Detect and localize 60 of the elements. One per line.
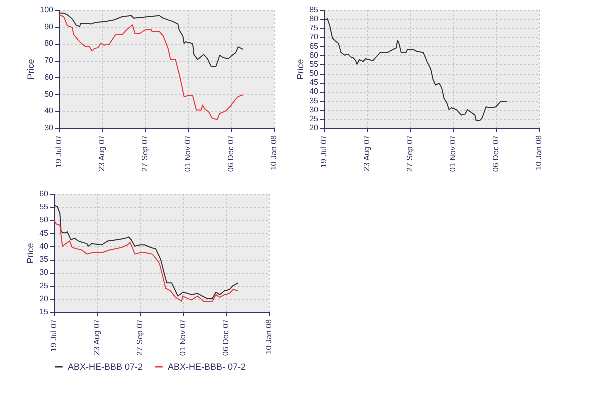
y-tick-label: 40 [40, 242, 50, 251]
y-tick-label: 80 [44, 39, 54, 48]
x-tick-label: 06 Dec 07 [222, 318, 230, 356]
x-tick-label: 10 Jan 08 [534, 134, 544, 171]
y-tick-label: 50 [310, 69, 320, 78]
y-tick-label: 100 [40, 6, 54, 14]
line-series [324, 18, 508, 122]
x-tick-label: 10 Jan 08 [264, 318, 274, 355]
x-tick-label: 06 Dec 07 [492, 134, 500, 172]
y-tick-label: 45 [40, 228, 50, 238]
line-series [59, 14, 244, 120]
x-tick-label: 27 Sep 07 [406, 134, 414, 172]
y-axis-title: Price [26, 59, 36, 80]
y-axis-title: Price [26, 243, 36, 264]
y-tick-label: 55 [310, 60, 320, 69]
y-tick-label: 25 [310, 114, 320, 124]
y-tick-label: 25 [40, 281, 50, 290]
y-tick-label: 60 [44, 72, 54, 82]
y-tick-label: 40 [44, 106, 54, 116]
x-tick-label: 23 Aug 07 [98, 134, 106, 172]
y-tick-label: 45 [310, 78, 320, 88]
y-tick-label: 30 [44, 124, 54, 132]
x-tick-label: 10 Jan 08 [270, 134, 278, 171]
y-tick-label: 85 [310, 6, 320, 14]
y-tick-label: 30 [40, 268, 50, 278]
y-tick-label: 50 [40, 216, 50, 225]
line-series [59, 12, 244, 67]
y-tick-label: 60 [310, 50, 320, 60]
y-tick-label: 50 [44, 90, 54, 99]
x-tick-label: 23 Aug 07 [92, 318, 102, 356]
x-tick-label: 27 Sep 07 [140, 134, 150, 172]
y-tick-label: 65 [310, 42, 320, 51]
legend-label: ABX-HE-BBB 07-2 [68, 362, 144, 372]
y-tick-label: 80 [310, 14, 320, 24]
y-tick-label: 40 [310, 87, 320, 96]
legend-label: ABX-HE-BBB- 07-2 [168, 362, 246, 372]
line-series [54, 204, 239, 300]
y-tick-label: 20 [310, 124, 320, 132]
y-tick-label: 15 [40, 308, 50, 316]
x-tick-label: 06 Dec 07 [226, 134, 236, 172]
y-tick-label: 75 [310, 24, 320, 33]
y-tick-label: 35 [310, 96, 320, 106]
y-tick-label: 20 [40, 294, 50, 304]
y-tick-label: 90 [44, 22, 54, 32]
x-tick-label: 19 Jul 07 [50, 318, 58, 352]
y-tick-label: 70 [310, 32, 320, 42]
x-tick-label: 23 Aug 07 [362, 134, 372, 172]
y-tick-label: 30 [310, 105, 320, 114]
y-axis-title: Price [296, 59, 306, 80]
x-tick-label: 19 Jul 07 [320, 134, 328, 168]
y-tick-label: 55 [40, 202, 50, 212]
x-tick-label: 01 Nov 07 [448, 134, 458, 172]
x-tick-label: 27 Sep 07 [136, 318, 144, 356]
line-series [54, 220, 239, 302]
y-tick-label: 60 [40, 190, 50, 198]
x-tick-label: 01 Nov 07 [178, 318, 188, 356]
y-tick-label: 70 [44, 56, 54, 66]
y-tick-label: 35 [40, 255, 50, 264]
x-tick-label: 01 Nov 07 [184, 134, 192, 172]
x-tick-label: 19 Jul 07 [54, 134, 64, 168]
